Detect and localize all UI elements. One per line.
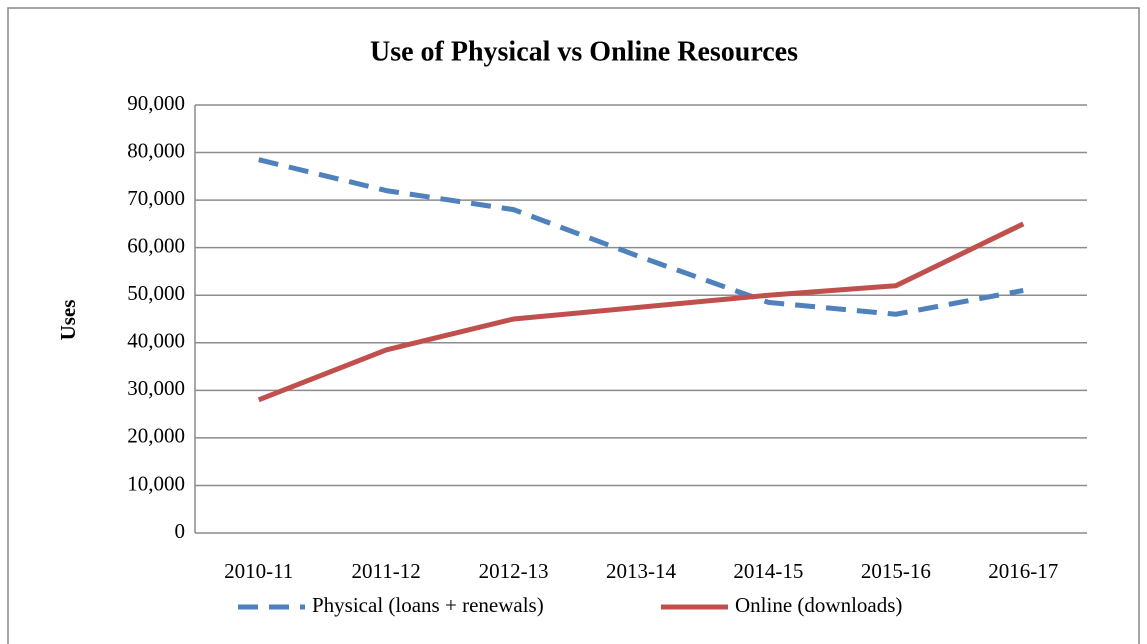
chart-frame	[7, 7, 1140, 644]
y-tick-label: 10,000	[127, 471, 185, 495]
x-tick-label: 2011-12	[352, 559, 421, 583]
y-tick-label: 40,000	[127, 329, 185, 353]
x-tick-label: 2010-11	[224, 559, 293, 583]
y-tick-label: 50,000	[127, 281, 185, 305]
chart-title: Use of Physical vs Online Resources	[370, 36, 798, 67]
x-tick-label: 2016-17	[988, 559, 1058, 583]
series-line	[257, 221, 1025, 403]
x-tick-label: 2012-13	[479, 559, 549, 583]
x-tick-label: 2015-16	[861, 559, 931, 583]
y-tick-label: 80,000	[127, 138, 185, 162]
y-tick-label: 60,000	[127, 233, 185, 257]
y-tick-label: 30,000	[127, 376, 185, 400]
x-tick-label: 2013-14	[606, 559, 676, 583]
series-line	[258, 157, 1024, 317]
x-tick-label: 2014-15	[733, 559, 803, 583]
y-axis-title: Uses	[56, 300, 80, 341]
y-tick-label: 20,000	[127, 424, 185, 448]
legend-label: Online (downloads)	[735, 593, 902, 617]
y-tick-label: 70,000	[127, 186, 185, 210]
y-tick-label: 0	[175, 519, 186, 543]
y-tick-label: 90,000	[127, 91, 185, 115]
legend-label: Physical (loans + renewals)	[312, 593, 544, 617]
